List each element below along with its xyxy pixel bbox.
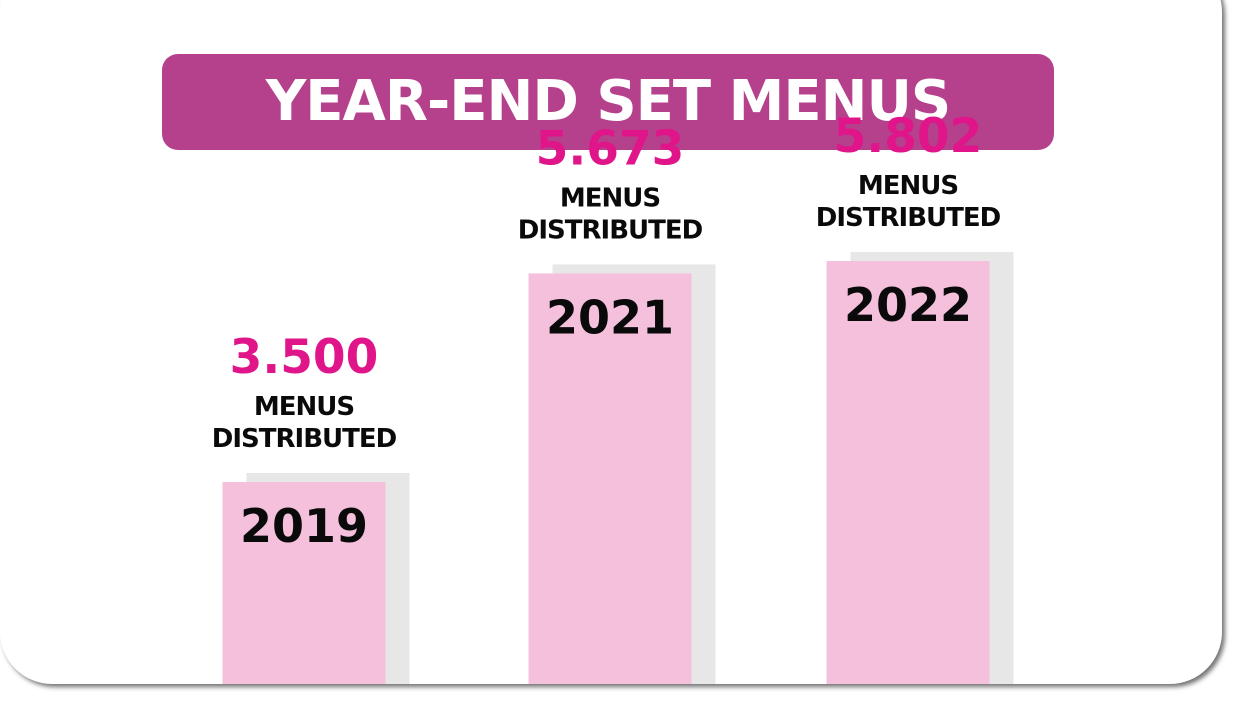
bar-caption-2021-1: MENUS: [560, 183, 660, 213]
bar-caption-2022-1: MENUS: [858, 171, 958, 201]
bar-2021: [528, 273, 692, 684]
bar-caption-2019-1: MENUS: [254, 392, 354, 422]
category-label-2019: 2019: [240, 499, 368, 553]
chart-title: YEAR-END SET MENUS: [265, 69, 952, 134]
bar-caption-2022-2: DISTRIBUTED: [816, 203, 1001, 233]
data-label-2021: 5.673: [536, 121, 685, 176]
data-label-2022: 5.802: [834, 109, 983, 164]
data-label-2019: 3.500: [230, 330, 379, 385]
bar-2022: [826, 261, 990, 684]
bar-caption-2019-2: DISTRIBUTED: [212, 424, 397, 454]
category-label-2022: 2022: [844, 278, 972, 332]
bar-2019: [222, 482, 386, 684]
bar-caption-2021-2: DISTRIBUTED: [518, 215, 703, 245]
title-banner: YEAR-END SET MENUS: [162, 54, 1054, 150]
category-label-2021: 2021: [546, 290, 674, 344]
